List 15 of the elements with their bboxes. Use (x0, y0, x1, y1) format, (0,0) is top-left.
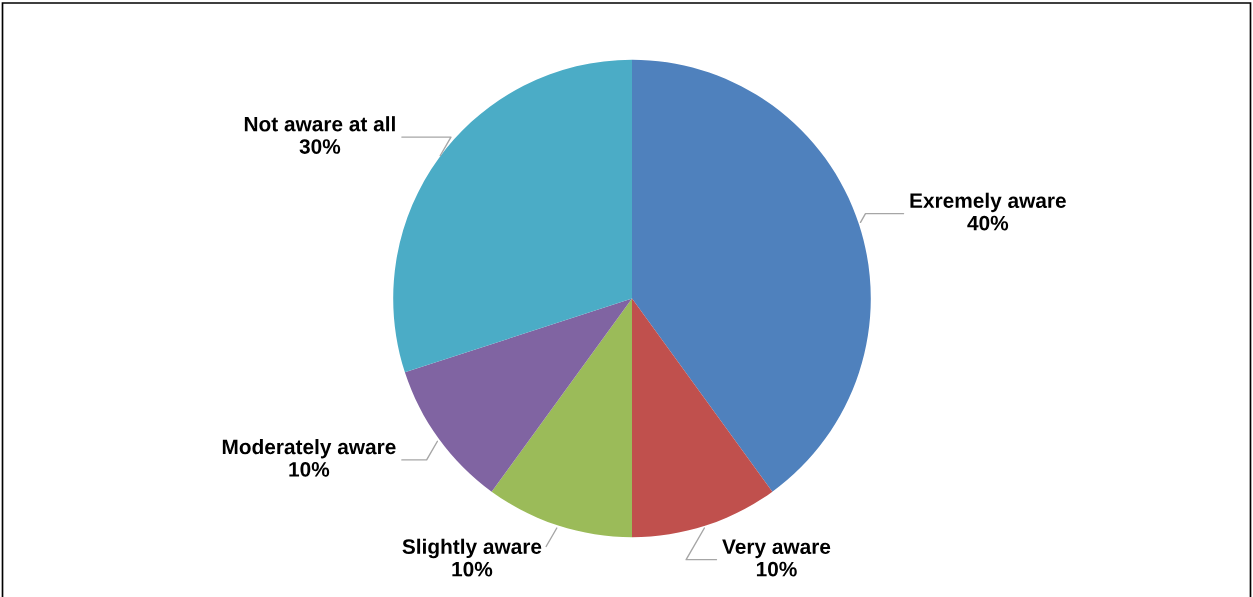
data-label: 30% (299, 139, 341, 154)
slice-label: Moderately aware (222, 438, 396, 459)
slice-label: Not aware at all (244, 116, 395, 132)
pie-slice (632, 59, 871, 492)
pie-slice (393, 59, 632, 373)
pie-slice (404, 298, 632, 492)
data-label: 10% (452, 561, 493, 577)
pie-slice (491, 298, 632, 538)
pie-slice (632, 298, 773, 538)
slice-label: Exremely aware (910, 192, 1066, 213)
data-label: 10% (756, 561, 797, 577)
slice-label: Very aware (722, 539, 831, 559)
data-label: 10% (289, 461, 330, 477)
data-label: 40% (967, 215, 1009, 231)
slice-label: Slightly aware (402, 538, 542, 559)
